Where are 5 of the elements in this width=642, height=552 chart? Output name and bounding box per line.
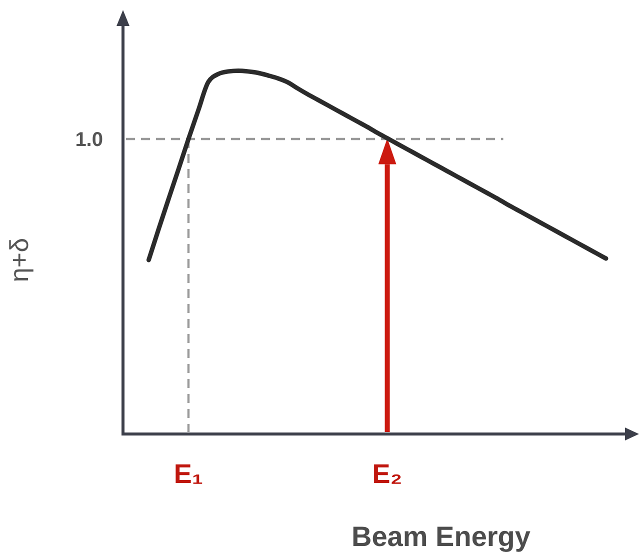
x-tick-label: E₂ — [372, 459, 402, 489]
x-axis-title: Beam Energy — [352, 521, 531, 552]
text: 1.0 — [75, 129, 103, 151]
x-tick-label: E₁ — [174, 459, 204, 489]
y-axis-title: η+δ — [4, 238, 34, 282]
